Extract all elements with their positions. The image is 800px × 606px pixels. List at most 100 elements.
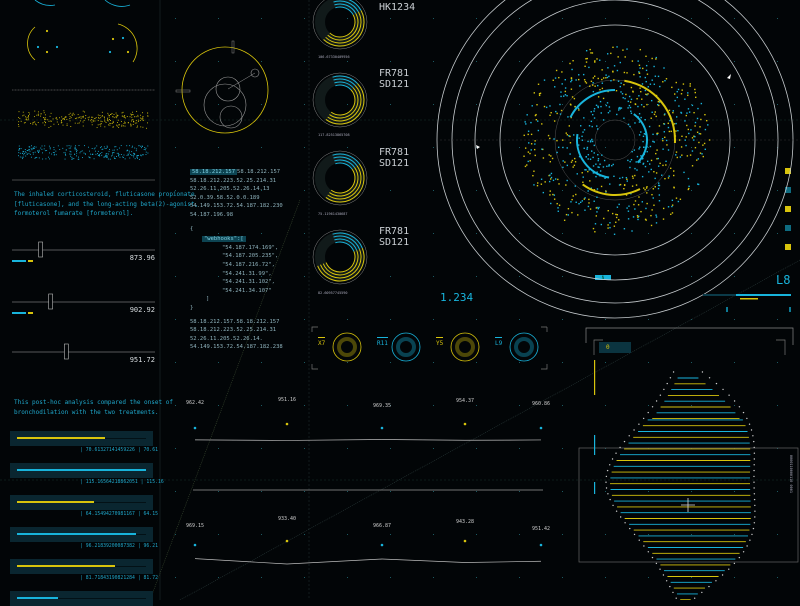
radar-point	[668, 175, 670, 177]
code-line: 52.26.11.205.52.26.14.	[190, 335, 263, 342]
grid-dot	[519, 18, 520, 19]
tick	[726, 307, 728, 312]
scatter-point	[25, 116, 27, 118]
helix-node	[663, 388, 665, 391]
grid-dot	[562, 104, 563, 105]
radar-point	[583, 147, 585, 149]
scatter-point	[113, 114, 115, 115]
radar-point	[639, 87, 641, 89]
slider-handle[interactable]	[38, 241, 43, 258]
code-line: "54.241.31.102",	[222, 279, 275, 286]
grid-dot	[218, 233, 219, 234]
grid-dot	[734, 233, 735, 234]
scatter-point	[104, 156, 105, 158]
radar-point	[657, 75, 660, 78]
radar-point	[591, 140, 594, 143]
radar-point	[672, 111, 674, 114]
radar-point	[609, 183, 611, 185]
radar-point	[541, 148, 543, 150]
grid-dot	[562, 319, 563, 320]
helix-node	[750, 429, 753, 431]
helix-node	[642, 417, 645, 420]
scatter-point	[112, 152, 113, 154]
slider-handle[interactable]	[64, 343, 69, 360]
scatter-point	[23, 114, 25, 116]
radar-point	[697, 183, 699, 185]
radar-point	[688, 187, 690, 190]
radar-point	[567, 116, 569, 118]
radar-point	[569, 62, 571, 65]
grid-dot	[476, 276, 477, 277]
scatter-point	[35, 124, 37, 126]
radar-point	[658, 125, 661, 127]
level-sub	[740, 298, 758, 300]
radar-point	[615, 221, 617, 223]
scatter-point	[94, 118, 96, 120]
radar-point	[540, 183, 543, 185]
scatter-point	[100, 120, 102, 122]
radar-point	[673, 187, 675, 189]
scatter-point	[32, 148, 34, 150]
gauge-ring	[332, 332, 362, 362]
grid-dot	[691, 18, 692, 19]
scatter-point	[74, 122, 76, 124]
scatter-point	[133, 121, 135, 123]
grid-dot	[433, 104, 434, 105]
scatter-point	[90, 119, 92, 120]
scatter-point	[140, 114, 142, 116]
radar-point	[634, 208, 636, 210]
radar-point	[686, 124, 688, 127]
scatter-point	[18, 116, 20, 118]
grid-dot	[562, 276, 563, 277]
scatter-point	[66, 118, 68, 120]
scatter-point	[93, 120, 94, 122]
scatter-point	[76, 150, 78, 151]
radar-point	[595, 163, 597, 165]
scatter-point	[32, 123, 34, 125]
radar-point	[640, 90, 642, 93]
donut-yellow-arc	[320, 249, 362, 279]
grid-dot	[691, 61, 692, 62]
radar-point	[559, 103, 561, 106]
scatter-point	[98, 155, 100, 157]
scatter-point	[42, 117, 44, 118]
donut-track	[315, 75, 365, 125]
scatter-point	[142, 126, 144, 128]
grid-dot	[519, 61, 520, 62]
radar-point	[591, 138, 593, 141]
scatter-point	[141, 145, 143, 147]
slider-handle[interactable]	[48, 293, 53, 310]
scatter-point	[136, 148, 138, 150]
scatter-point	[73, 114, 75, 116]
helix-side-text: 0000110000110 0001	[789, 455, 793, 493]
grid-dot	[175, 147, 176, 148]
radar-point	[631, 60, 634, 62]
bar-fill	[17, 501, 95, 503]
scatter-point	[116, 115, 118, 117]
bar-track	[17, 598, 146, 599]
scatter-point	[101, 111, 103, 113]
scatter-point	[101, 154, 103, 156]
radar-point	[575, 79, 577, 81]
gauge-label: L9	[495, 337, 503, 347]
radar-point	[655, 222, 658, 224]
bar-fill	[17, 437, 105, 439]
scatter-point	[144, 149, 146, 151]
bar-fill	[17, 469, 146, 471]
line-chart-point	[539, 543, 543, 547]
scatter-point	[101, 115, 103, 117]
scatter-point	[130, 125, 132, 127]
data-dot	[45, 29, 49, 33]
scatter-point	[141, 147, 143, 149]
scatter-point	[22, 158, 23, 160]
scatter-point	[62, 124, 64, 126]
donut-yellow-arc	[322, 250, 359, 276]
grid-dot	[734, 104, 735, 105]
radar-point	[707, 124, 709, 126]
radar-point	[652, 188, 655, 190]
scatter-point	[55, 116, 57, 118]
radar-point	[694, 91, 696, 94]
radar-point	[578, 78, 580, 81]
radar-north-badge[interactable]: N	[595, 275, 611, 280]
radar-point	[567, 208, 570, 210]
